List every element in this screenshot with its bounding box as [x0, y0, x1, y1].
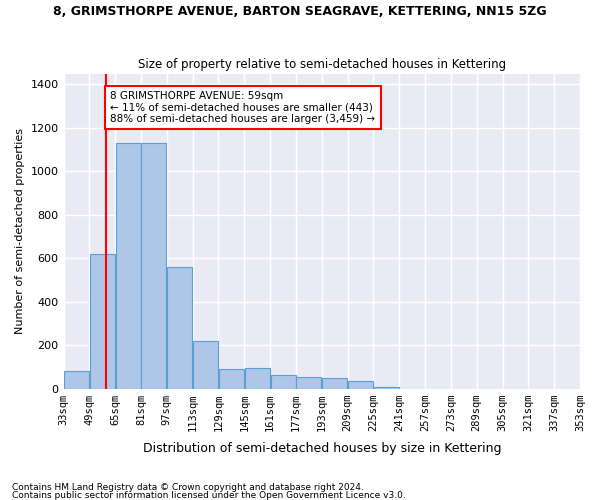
Y-axis label: Number of semi-detached properties: Number of semi-detached properties [15, 128, 25, 334]
Bar [348, 381, 373, 388]
Bar [64, 371, 89, 388]
Bar [193, 340, 218, 388]
Bar [116, 143, 140, 388]
Bar [245, 368, 270, 388]
Bar [167, 267, 192, 388]
Bar [271, 376, 296, 388]
Text: 8 GRIMSTHORPE AVENUE: 59sqm
← 11% of semi-detached houses are smaller (443)
88% : 8 GRIMSTHORPE AVENUE: 59sqm ← 11% of sem… [110, 91, 376, 124]
Bar [90, 254, 115, 388]
Bar [296, 376, 322, 388]
Text: Contains public sector information licensed under the Open Government Licence v3: Contains public sector information licen… [12, 490, 406, 500]
Bar [219, 369, 244, 388]
Text: 8, GRIMSTHORPE AVENUE, BARTON SEAGRAVE, KETTERING, NN15 5ZG: 8, GRIMSTHORPE AVENUE, BARTON SEAGRAVE, … [53, 5, 547, 18]
Bar [142, 143, 166, 388]
Text: Contains HM Land Registry data © Crown copyright and database right 2024.: Contains HM Land Registry data © Crown c… [12, 483, 364, 492]
Bar [322, 378, 347, 388]
Title: Size of property relative to semi-detached houses in Kettering: Size of property relative to semi-detach… [138, 58, 506, 71]
X-axis label: Distribution of semi-detached houses by size in Kettering: Distribution of semi-detached houses by … [143, 442, 501, 455]
